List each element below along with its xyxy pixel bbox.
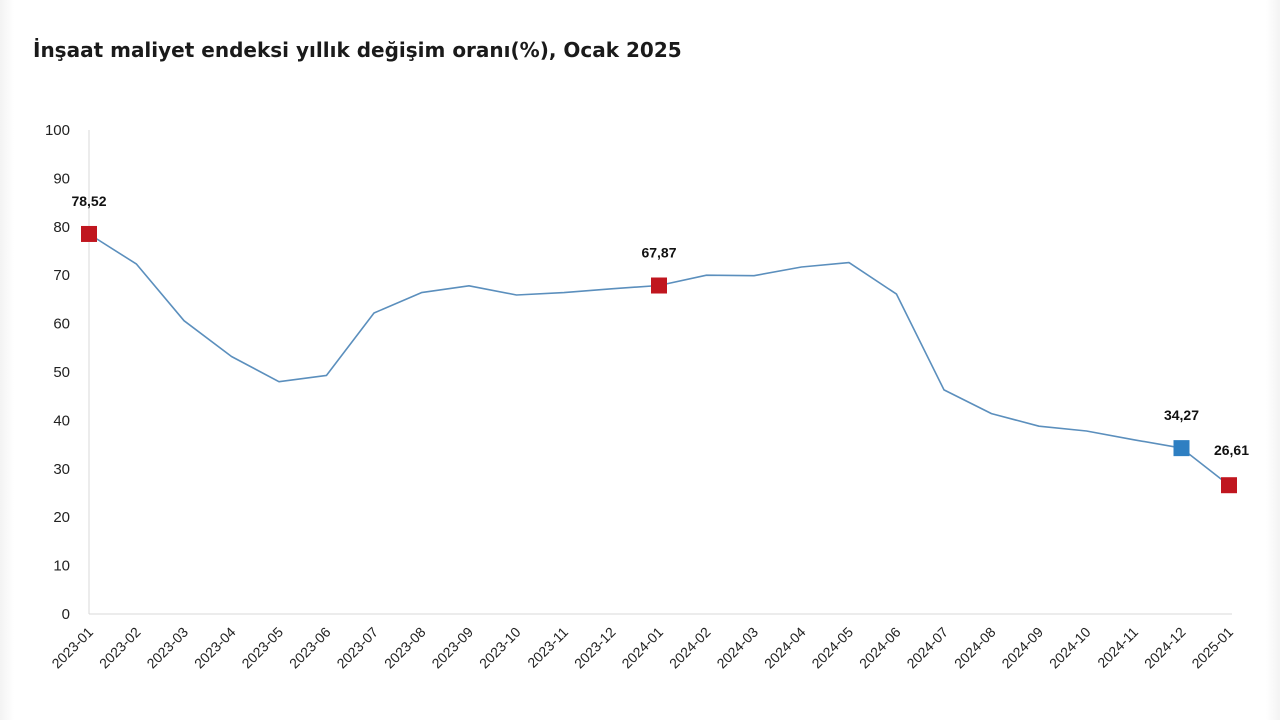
y-tick-label: 100: [45, 122, 70, 139]
x-tick-label: 2023-05: [238, 624, 286, 672]
data-label: 78,52: [71, 193, 106, 209]
x-tick-label: 2023-07: [333, 624, 381, 672]
y-tick-label: 90: [53, 170, 70, 187]
data-label: 26,61: [1214, 442, 1249, 458]
x-tick-label: 2024-11: [1094, 624, 1141, 671]
x-tick-label: 2024-04: [761, 624, 809, 672]
x-tick-label: 2024-02: [666, 624, 714, 672]
x-axis: 2023-01 2023-02 2023-03 2023-04 2023-05 2023-…: [48, 613, 1236, 672]
x-tick-label: 2023-03: [143, 624, 191, 672]
right-edge-shade: [1266, 0, 1280, 720]
x-tick-label: 2023-04: [191, 624, 239, 672]
series-line: [88, 233, 1230, 486]
x-tick-label: 2024-06: [856, 624, 904, 672]
y-tick-label: 10: [53, 558, 70, 575]
highlight-marker: [1173, 440, 1190, 457]
x-tick-label: 2024-12: [1141, 624, 1189, 672]
y-tick-label: 0: [62, 606, 70, 623]
x-tick-label: 2024-07: [903, 624, 951, 672]
left-edge-shade: [0, 0, 14, 720]
x-tick-label: 2023-01: [48, 624, 96, 672]
y-tick-label: 70: [53, 267, 70, 284]
x-tick-label: 2023-12: [571, 624, 619, 672]
y-tick-label: 20: [53, 509, 70, 526]
x-tick-label: 2023-02: [96, 624, 144, 672]
x-tick-label: 2023-08: [381, 624, 429, 672]
highlight-marker: [1221, 477, 1237, 494]
plot-area: [88, 233, 1230, 486]
x-tick-label: 2024-09: [998, 624, 1046, 672]
y-tick-label: 30: [53, 461, 70, 478]
highlight-marker: [81, 225, 97, 242]
y-axis: 0 10 20 30 40 50 60 70 80 90 100: [45, 122, 90, 623]
y-tick-label: 40: [53, 412, 70, 429]
x-tick-label: 2025-01: [1188, 624, 1236, 672]
highlight-markers: 78,52 67,87 34,27 26,61: [71, 193, 1249, 494]
y-tick-label: 80: [53, 219, 70, 236]
x-tick-label: 2023-10: [476, 624, 524, 672]
highlight-marker: [651, 277, 667, 294]
y-tick-label: 50: [53, 364, 70, 381]
x-tick-label: 2023-11: [524, 624, 571, 671]
y-tick-label: 60: [53, 316, 70, 333]
x-tick-label: 2024-03: [713, 624, 761, 672]
x-tick-label: 2023-09: [428, 624, 476, 672]
data-label: 67,87: [641, 245, 676, 261]
x-tick-label: 2024-10: [1046, 624, 1094, 672]
x-tick-label: 2024-01: [618, 624, 666, 672]
chart-title: İnşaat maliyet endeksi yıllık değişim or…: [33, 38, 682, 62]
x-tick-label: 2023-06: [286, 624, 334, 672]
x-tick-label: 2024-08: [951, 624, 999, 672]
x-tick-label: 2024-05: [808, 624, 856, 672]
data-label: 34,27: [1164, 407, 1199, 423]
